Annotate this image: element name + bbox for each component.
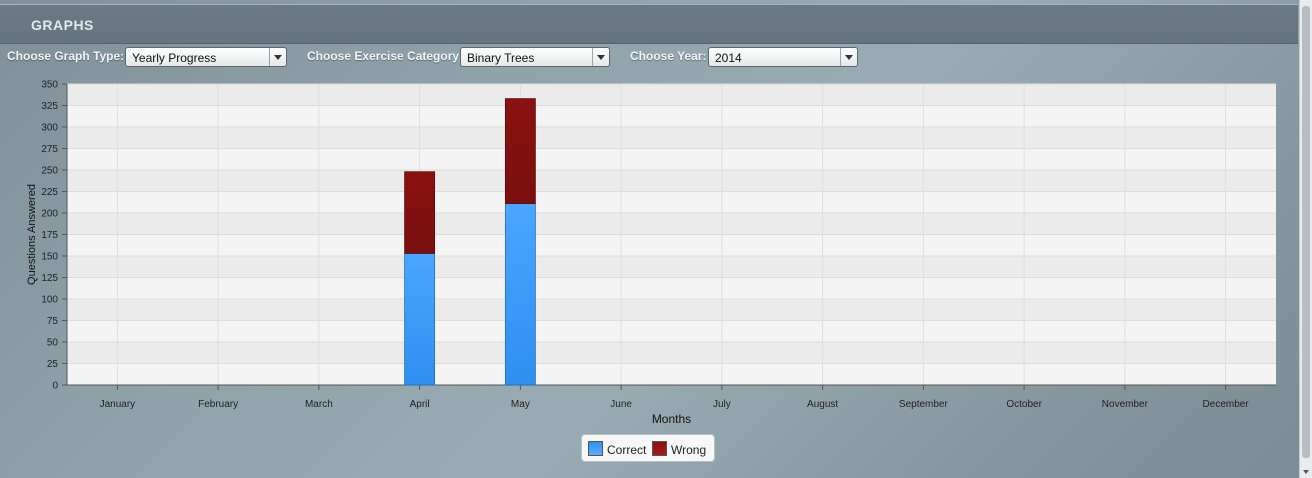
chevron-down-icon[interactable] [269,48,286,66]
scroll-down-icon[interactable] [1303,470,1309,474]
x-tick-label: May [511,399,530,410]
legend-swatch-correct [588,441,603,456]
y-tick-label: 150 [41,252,58,263]
legend-label-correct: Correct [607,443,647,457]
legend-swatch-wrong [652,441,667,456]
x-tick-label: January [100,399,136,410]
x-tick-label: December [1203,399,1250,410]
y-tick-label: 325 [41,101,58,112]
y-tick-label: 125 [41,273,58,284]
bar-correct-april [404,253,436,386]
graph-type-value: Yearly Progress [132,51,217,65]
grid-band [67,84,1276,106]
y-tick-label: 225 [41,187,58,198]
x-tick-label: March [305,399,333,410]
y-tick-label: 250 [41,166,58,177]
graph-type-label: Choose Graph Type: [7,49,125,63]
title-bar: GRAPHS [0,4,1298,44]
x-axis-title: Months [652,412,691,426]
year-select[interactable]: 2014 [708,47,858,67]
page-title: GRAPHS [31,17,94,33]
y-tick-label: 75 [47,316,59,327]
y-tick-label: 175 [41,230,58,241]
y-tick-label: 350 [41,80,58,91]
grid-band [67,127,1276,149]
graph-type-select[interactable]: Yearly Progress [125,47,287,67]
category-value: Binary Trees [467,51,535,65]
y-axis-title: Questions Answered [26,184,38,285]
x-tick-label: September [899,399,949,410]
grid-band [67,170,1276,192]
x-tick-label: October [1006,399,1042,410]
legend-label-wrong: Wrong [671,443,707,457]
chevron-down-icon[interactable] [592,48,609,66]
bar-wrong-april [404,171,436,254]
x-tick-label: June [610,399,632,410]
chevron-down-icon[interactable] [840,48,857,66]
y-tick-label: 100 [41,295,58,306]
x-tick-label: August [807,399,838,410]
grid-band [67,213,1276,235]
y-tick-label: 25 [47,359,59,370]
x-tick-label: November [1102,399,1149,410]
scrollbar-thumb[interactable] [1302,6,1310,458]
x-tick-label: February [198,399,238,410]
y-tick-label: 0 [52,381,58,392]
vertical-scrollbar[interactable] [1299,0,1312,478]
grid-band [67,342,1276,364]
year-value: 2014 [715,51,742,65]
x-tick-label: July [713,399,731,410]
y-tick-label: 300 [41,123,58,134]
category-select[interactable]: Binary Trees [460,47,610,67]
grid-band [67,299,1276,321]
category-label: Choose Exercise Category: [307,49,464,63]
y-tick-label: 275 [41,144,58,155]
y-tick-label: 50 [47,338,59,349]
y-tick-label: 200 [41,209,58,220]
bar-wrong-may [504,98,536,204]
x-tick-label: April [410,399,430,410]
bar-correct-may [504,203,536,386]
grid-band [67,256,1276,278]
chart-legend: Correct Wrong [581,434,715,462]
year-label: Choose Year: [630,49,707,63]
